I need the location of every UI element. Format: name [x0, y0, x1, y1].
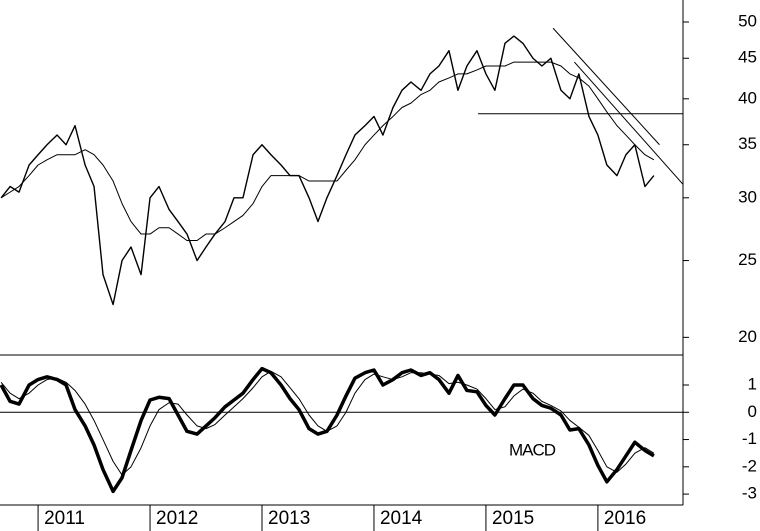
- y-tick-label: -1: [742, 429, 757, 448]
- series-line: [0, 370, 655, 476]
- y-tick-label: 20: [738, 327, 757, 346]
- x-tick-label: 2011: [44, 508, 85, 529]
- y-tick-label: 25: [738, 250, 757, 269]
- y-tick-label: 30: [738, 187, 757, 206]
- x-tick-label: 2016: [604, 508, 646, 529]
- y-tick-label: 1: [748, 374, 757, 393]
- x-tick-label: 2012: [156, 508, 198, 529]
- annotation: MACD: [509, 440, 556, 459]
- y-tick-label: 45: [738, 48, 757, 67]
- y-tick-label: 0: [748, 402, 757, 421]
- x-tick-label: 2015: [492, 508, 534, 529]
- y-tick-label: -2: [742, 456, 757, 475]
- y-tick-label: 50: [738, 11, 757, 30]
- x-tick-label: 2013: [268, 508, 310, 529]
- series-line: [0, 61, 655, 241]
- x-tick-label: 2014: [380, 508, 423, 529]
- y-tick-label: 35: [738, 134, 757, 153]
- series-line: [0, 35, 655, 306]
- trend-line: [574, 61, 684, 185]
- y-tick-label: -3: [742, 484, 757, 503]
- y-tick-label: 40: [738, 88, 757, 107]
- trend-line: [552, 27, 660, 146]
